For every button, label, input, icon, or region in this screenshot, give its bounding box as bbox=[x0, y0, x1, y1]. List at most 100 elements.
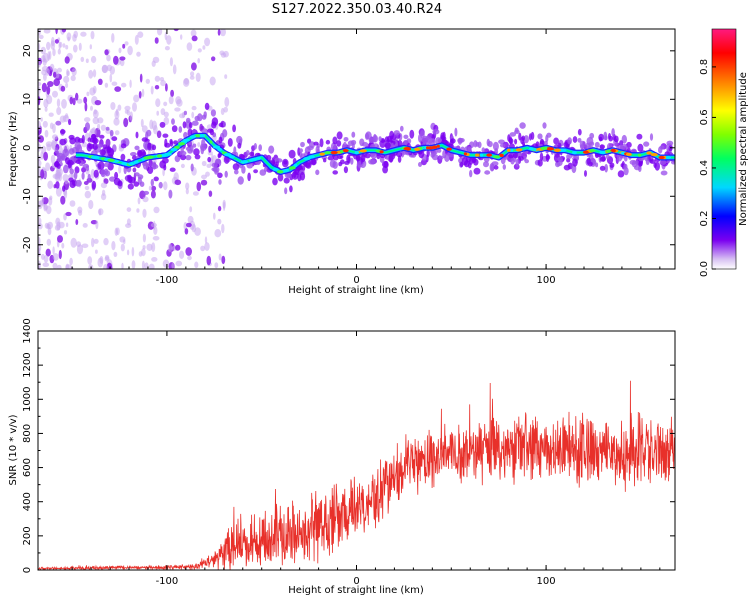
noise-speckle bbox=[53, 78, 60, 87]
noise-speckle bbox=[136, 208, 140, 213]
band-halo bbox=[63, 164, 69, 174]
band-halo bbox=[162, 157, 169, 164]
band-halo bbox=[393, 130, 400, 136]
noise-speckle bbox=[137, 31, 144, 38]
noise-speckle bbox=[187, 255, 192, 261]
noise-speckle bbox=[111, 240, 116, 251]
noise-speckle bbox=[101, 64, 109, 74]
noise-speckle bbox=[155, 98, 161, 108]
noise-speckle bbox=[154, 75, 161, 82]
band-halo bbox=[450, 138, 456, 144]
spectrogram-frame bbox=[37, 28, 676, 270]
noise-speckle bbox=[211, 56, 216, 62]
band-halo bbox=[611, 128, 615, 137]
noise-speckle bbox=[138, 91, 142, 99]
band-halo bbox=[299, 171, 306, 181]
noise-speckle bbox=[171, 262, 175, 269]
band-halo bbox=[598, 133, 605, 141]
band-halo bbox=[100, 169, 106, 178]
band-halo bbox=[134, 172, 140, 177]
band-halo bbox=[325, 139, 331, 145]
band-halo bbox=[384, 142, 391, 149]
ridge-peak bbox=[379, 150, 384, 154]
noise-speckle bbox=[113, 117, 120, 126]
noise-speckle bbox=[84, 102, 88, 112]
band-halo bbox=[105, 126, 110, 131]
noise-speckle bbox=[97, 117, 104, 124]
noise-speckle bbox=[77, 206, 83, 214]
band-halo bbox=[595, 162, 599, 168]
noise-speckle bbox=[191, 105, 197, 111]
noise-speckle bbox=[113, 251, 118, 257]
band-halo bbox=[69, 180, 77, 189]
noise-speckle bbox=[214, 262, 219, 269]
noise-speckle bbox=[45, 248, 51, 257]
noise-speckle bbox=[133, 94, 140, 103]
ridge-peak bbox=[572, 151, 577, 155]
noise-speckle bbox=[126, 249, 130, 256]
band-halo bbox=[253, 143, 257, 150]
noise-speckle bbox=[80, 31, 87, 37]
noise-speckle bbox=[131, 260, 136, 269]
noise-speckle bbox=[191, 224, 197, 233]
ridge-peak bbox=[303, 157, 311, 161]
band-halo bbox=[438, 155, 444, 160]
band-halo bbox=[539, 152, 544, 161]
snr-ytick-label: 0 bbox=[22, 567, 33, 573]
ridge-peak bbox=[178, 142, 186, 146]
band-halo bbox=[332, 136, 338, 145]
band-halo bbox=[563, 164, 571, 171]
ridge-peak bbox=[650, 153, 658, 157]
band-halo bbox=[87, 173, 91, 181]
noise-speckle bbox=[141, 88, 145, 98]
band-halo bbox=[203, 111, 207, 118]
noise-speckle bbox=[185, 188, 189, 195]
noise-speckle bbox=[65, 82, 69, 89]
band-halo bbox=[586, 157, 591, 165]
band-halo bbox=[93, 136, 98, 144]
ridge-peak bbox=[486, 153, 493, 157]
noise-speckle bbox=[43, 151, 48, 161]
band-halo bbox=[638, 161, 643, 167]
noise-speckle bbox=[187, 215, 194, 224]
snr-ytick-label: 400 bbox=[22, 492, 33, 511]
band-halo bbox=[61, 153, 65, 161]
band-halo bbox=[469, 169, 473, 178]
band-halo bbox=[234, 169, 239, 175]
ridge-peak bbox=[507, 148, 511, 152]
noise-speckle bbox=[95, 249, 98, 254]
noise-speckle bbox=[85, 58, 89, 64]
noise-speckle bbox=[218, 253, 222, 261]
noise-speckle bbox=[106, 54, 111, 62]
band-halo bbox=[241, 165, 246, 174]
band-halo bbox=[481, 147, 486, 154]
noise-speckle bbox=[206, 255, 212, 266]
noise-speckle bbox=[63, 75, 70, 84]
band-halo bbox=[283, 160, 288, 165]
band-halo bbox=[99, 134, 105, 139]
band-halo bbox=[659, 160, 667, 165]
band-halo bbox=[343, 166, 348, 174]
band-halo bbox=[378, 136, 382, 142]
noise-speckle bbox=[104, 49, 109, 56]
noise-speckle bbox=[44, 106, 48, 112]
band-halo bbox=[364, 132, 370, 140]
noise-speckle bbox=[69, 96, 74, 105]
noise-speckle bbox=[43, 73, 47, 81]
noise-speckle bbox=[38, 159, 42, 167]
band-halo bbox=[660, 170, 668, 176]
noise-speckle bbox=[81, 243, 89, 249]
noise-speckle bbox=[139, 73, 143, 83]
noise-speckle bbox=[97, 257, 104, 268]
noise-speckle bbox=[48, 112, 54, 117]
noise-speckle bbox=[92, 69, 97, 78]
noise-speckle bbox=[114, 110, 120, 120]
noise-speckle bbox=[127, 45, 133, 56]
band-halo bbox=[268, 145, 275, 154]
noise-speckle bbox=[59, 41, 63, 48]
noise-speckle bbox=[115, 227, 120, 236]
noise-speckle bbox=[47, 81, 54, 87]
band-halo bbox=[437, 148, 442, 153]
band-halo bbox=[173, 140, 178, 145]
